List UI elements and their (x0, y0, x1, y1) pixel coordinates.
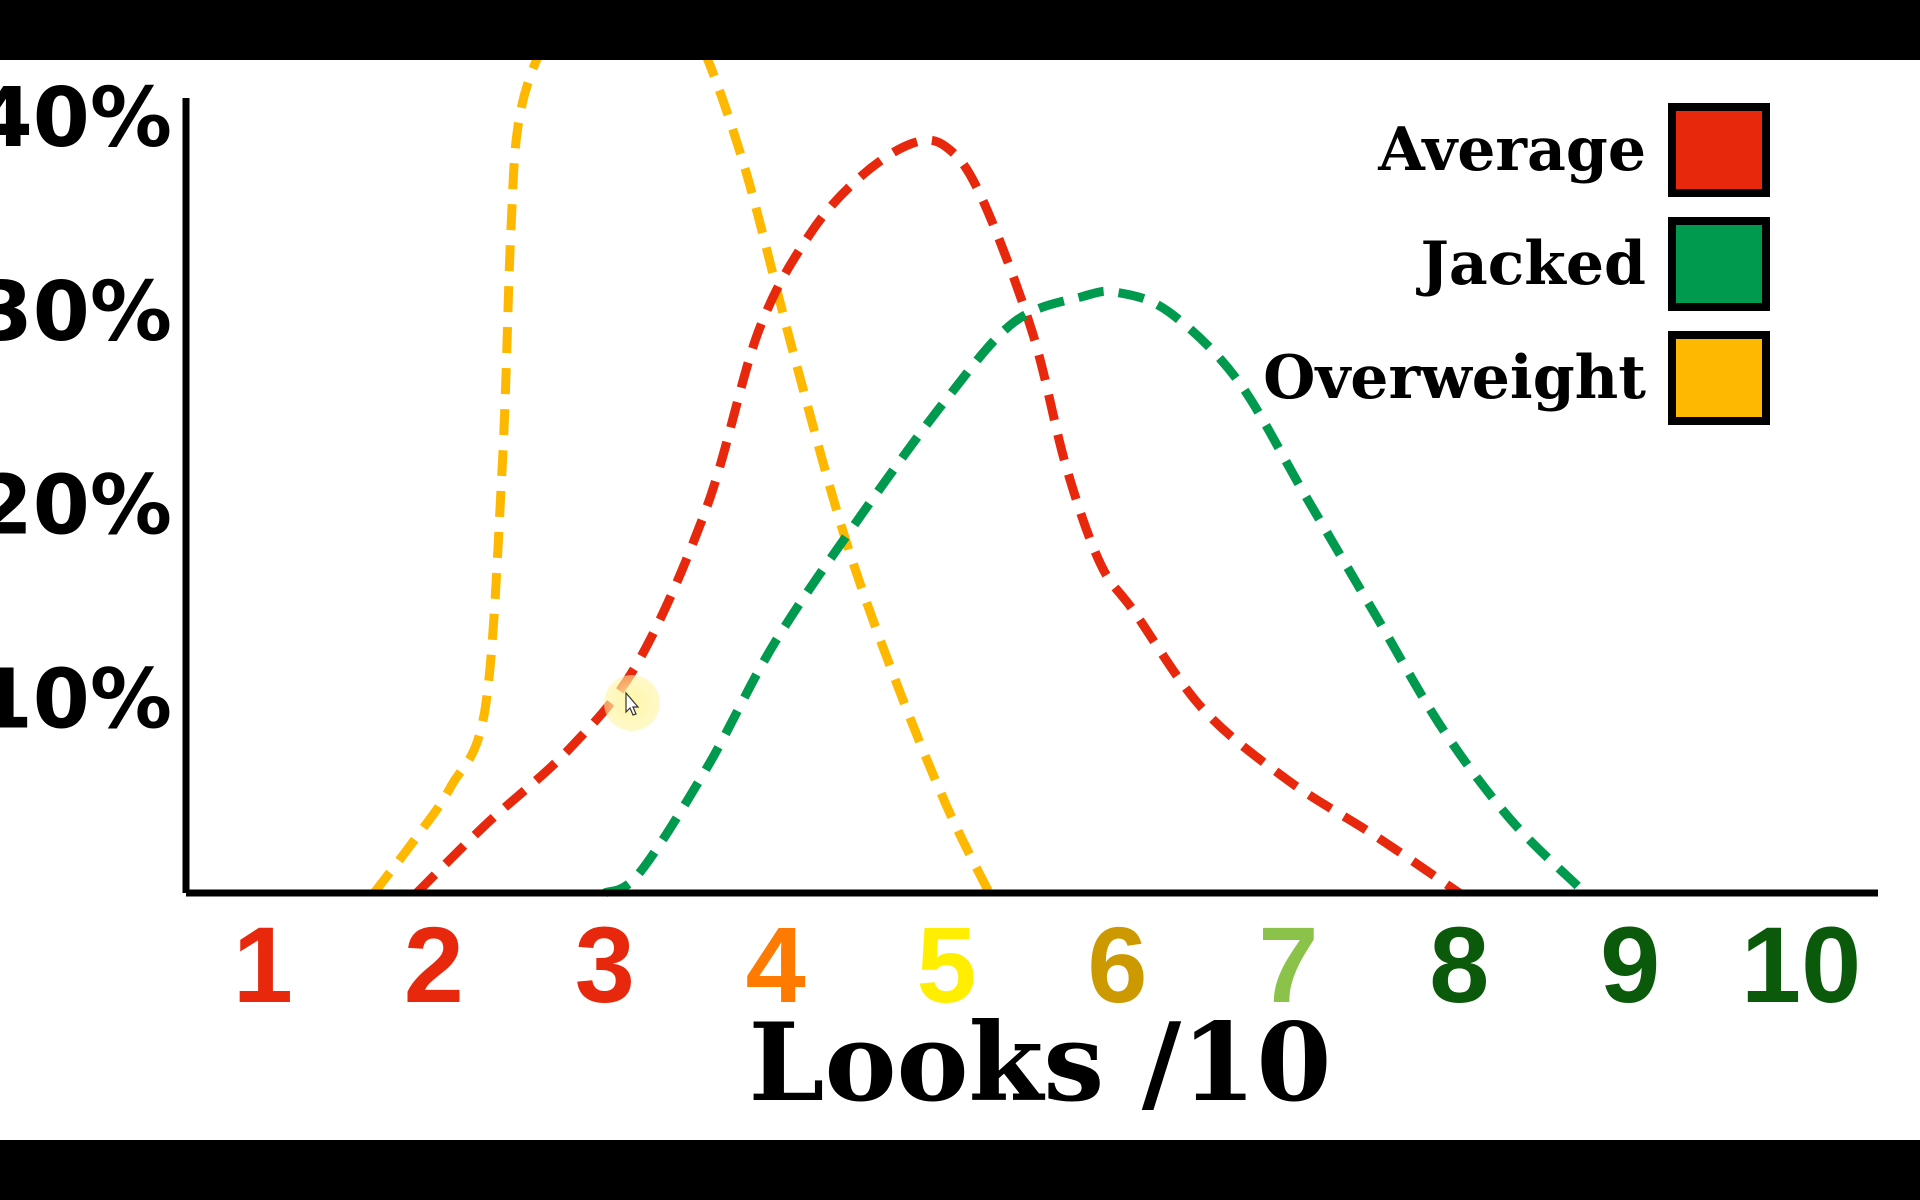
x-tick-label: 8 (1429, 904, 1489, 1025)
x-tick-labels: 1 2 3 4 5 6 7 8 9 10 (233, 904, 1861, 1025)
y-tick-labels: 10% 20% 30% 40% (0, 71, 172, 747)
x-tick-label: 9 (1600, 904, 1660, 1025)
legend: Average Jacked Overweight (1263, 103, 1770, 425)
legend-label-jacked: Jacked (1416, 229, 1647, 299)
mouse-cursor (604, 675, 660, 731)
y-tick-label: 20% (0, 459, 172, 554)
chart-background (0, 60, 1920, 1140)
x-tick-label: 4 (746, 904, 806, 1025)
x-tick-label: 1 (233, 904, 293, 1025)
legend-swatch-jacked (1668, 217, 1770, 311)
x-tick-label: 6 (1087, 904, 1147, 1025)
x-tick-label: 5 (917, 904, 977, 1025)
x-axis-label: Looks /10 (749, 1000, 1332, 1126)
cursor-pointer-icon (625, 691, 640, 716)
x-tick-label: 10 (1741, 904, 1861, 1025)
x-tick-label: 2 (404, 904, 464, 1025)
y-tick-label: 10% (0, 652, 172, 747)
x-tick-label: 3 (575, 904, 635, 1025)
legend-swatch-average (1668, 103, 1770, 197)
x-tick-label: 7 (1258, 904, 1318, 1025)
y-tick-label: 30% (0, 265, 172, 360)
legend-label-average: Average (1377, 115, 1646, 185)
series-line-jacked (602, 286, 1583, 898)
series-layer (370, 60, 1583, 898)
series-line-average (413, 135, 1462, 897)
legend-label-overweight: Overweight (1263, 343, 1646, 413)
legend-swatch-overweight (1668, 331, 1770, 425)
y-tick-label: 40% (0, 71, 172, 166)
series-line-overweight (370, 60, 994, 896)
